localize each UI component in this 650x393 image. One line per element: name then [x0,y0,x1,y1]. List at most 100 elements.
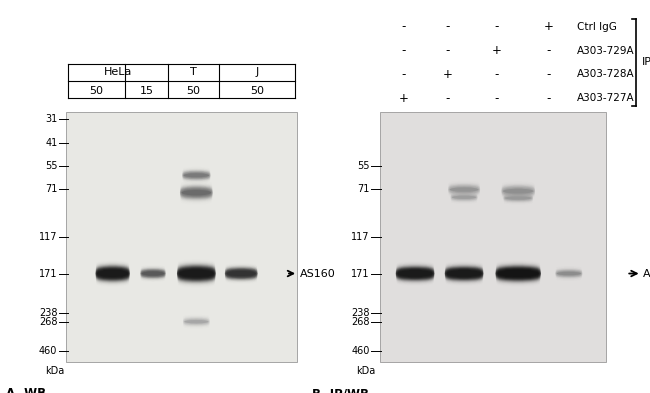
Ellipse shape [396,271,435,276]
Ellipse shape [504,194,533,198]
Ellipse shape [180,193,213,199]
Ellipse shape [450,194,478,197]
Ellipse shape [96,272,130,279]
Ellipse shape [448,187,480,191]
Text: -: - [547,92,551,105]
Ellipse shape [556,273,582,276]
Ellipse shape [177,272,216,279]
Ellipse shape [226,266,257,270]
Text: A303-729A: A303-729A [577,46,635,55]
Ellipse shape [177,274,216,280]
Ellipse shape [177,270,216,277]
Ellipse shape [181,184,213,189]
Ellipse shape [177,272,216,278]
Ellipse shape [225,276,257,281]
Ellipse shape [556,275,582,278]
Ellipse shape [225,274,257,278]
Ellipse shape [180,185,213,190]
Ellipse shape [504,194,533,197]
Ellipse shape [183,176,210,180]
Ellipse shape [96,270,130,277]
Ellipse shape [445,267,483,273]
Text: +: + [398,92,408,105]
Ellipse shape [177,266,216,272]
Ellipse shape [445,277,483,283]
Ellipse shape [180,195,213,200]
Ellipse shape [96,270,130,275]
Ellipse shape [140,275,166,279]
Ellipse shape [177,278,215,284]
Ellipse shape [96,277,129,283]
Ellipse shape [183,317,209,321]
Ellipse shape [556,270,582,273]
Ellipse shape [177,277,215,283]
Text: 55: 55 [45,161,57,171]
Ellipse shape [183,171,211,175]
Ellipse shape [451,199,477,202]
Ellipse shape [140,268,165,272]
Text: 171: 171 [39,268,57,279]
Text: 55: 55 [357,161,369,171]
Ellipse shape [448,187,480,192]
Text: A. WB: A. WB [6,387,47,393]
Text: 71: 71 [45,184,57,194]
Ellipse shape [450,187,478,192]
Ellipse shape [182,173,211,177]
Ellipse shape [183,177,210,181]
Ellipse shape [495,270,541,275]
Ellipse shape [445,264,483,270]
Ellipse shape [502,185,535,189]
Text: 117: 117 [351,232,369,242]
Ellipse shape [445,271,484,276]
Ellipse shape [504,199,533,202]
Ellipse shape [183,173,209,177]
Text: 460: 460 [351,345,369,356]
Ellipse shape [396,274,434,279]
Ellipse shape [142,272,164,275]
Ellipse shape [225,269,257,274]
Ellipse shape [396,276,434,282]
Ellipse shape [450,195,478,198]
Ellipse shape [496,264,540,270]
Ellipse shape [183,178,210,182]
Text: B. IP/WB: B. IP/WB [312,387,369,393]
Text: 238: 238 [39,308,57,318]
Ellipse shape [183,175,211,179]
Ellipse shape [450,195,478,198]
Text: -: - [401,20,406,33]
Ellipse shape [447,271,482,276]
Text: 171: 171 [351,268,369,279]
Ellipse shape [452,196,476,199]
Ellipse shape [496,277,540,283]
Ellipse shape [504,195,533,198]
Ellipse shape [501,189,535,193]
Text: 460: 460 [39,345,57,356]
Ellipse shape [450,196,478,199]
Ellipse shape [225,266,257,271]
Ellipse shape [181,196,213,202]
Ellipse shape [502,184,535,189]
Ellipse shape [445,275,483,281]
Bar [380,112,606,362]
Ellipse shape [140,270,166,274]
Ellipse shape [495,272,541,279]
Text: -: - [401,44,406,57]
Ellipse shape [183,321,210,325]
Text: -: - [445,44,449,57]
Ellipse shape [177,265,215,272]
Ellipse shape [225,270,257,274]
Text: -: - [445,20,449,33]
Ellipse shape [448,192,480,196]
Ellipse shape [180,192,213,197]
Ellipse shape [445,274,483,280]
Ellipse shape [396,264,434,270]
Ellipse shape [180,193,213,198]
Ellipse shape [183,318,210,321]
Ellipse shape [226,277,257,281]
Ellipse shape [96,268,129,274]
Ellipse shape [503,196,533,199]
Ellipse shape [496,264,540,270]
Ellipse shape [451,193,477,196]
Ellipse shape [504,198,533,201]
Ellipse shape [451,194,477,197]
